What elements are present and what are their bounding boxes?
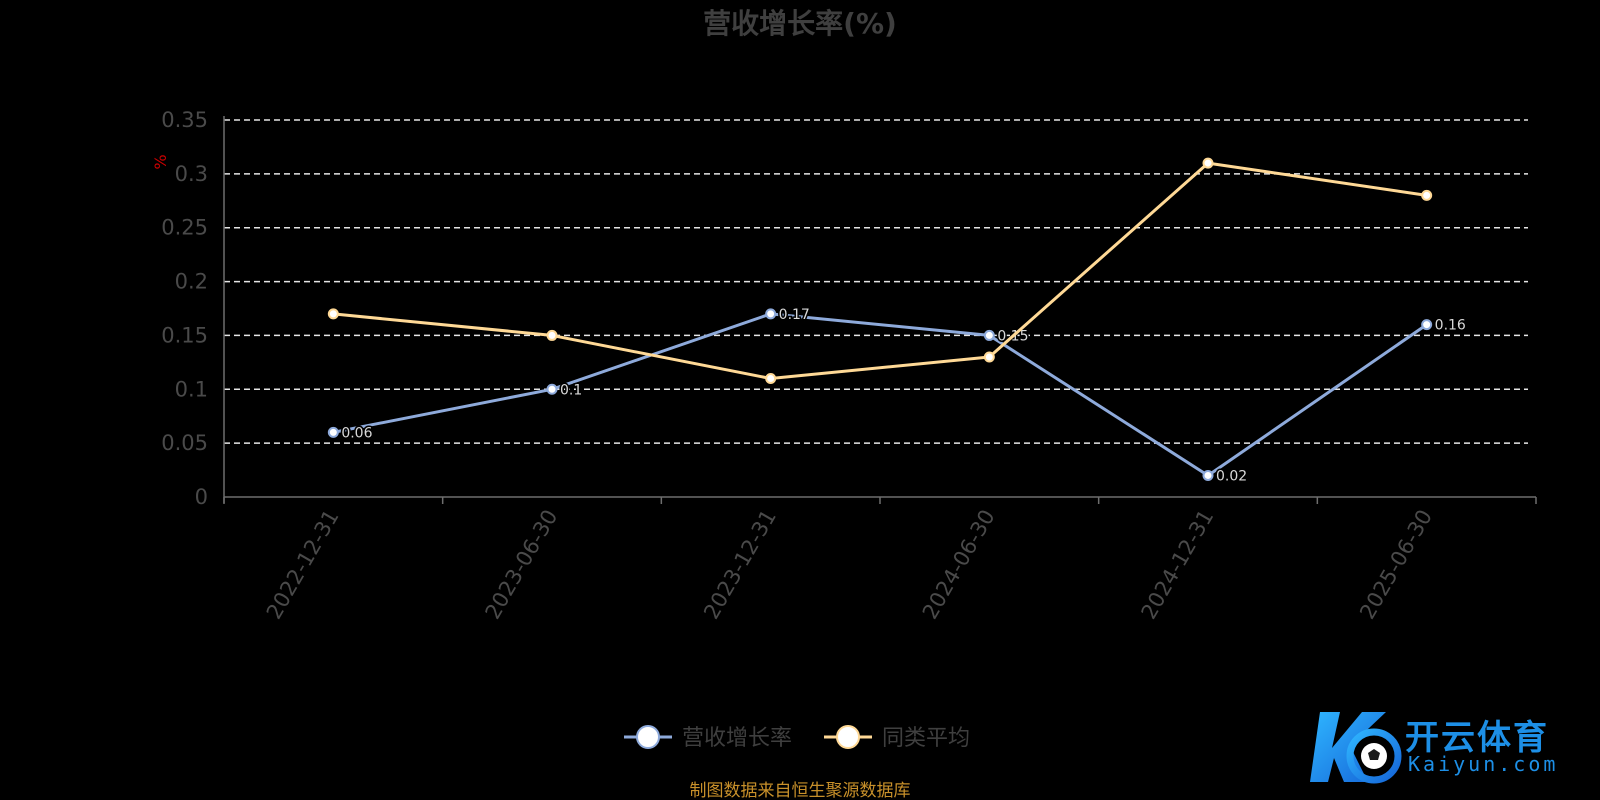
- x-tick-label: 2023-06-30: [481, 506, 563, 624]
- series-line-1: [333, 312, 1428, 477]
- data-point[interactable]: [546, 383, 558, 395]
- chart-title: 营收增长率(%): [703, 7, 897, 40]
- series-layer: 0.060.10.170.150.020.16: [327, 157, 1467, 486]
- legend-marker: [636, 725, 660, 749]
- data-point[interactable]: [983, 329, 995, 341]
- data-point[interactable]: [1202, 157, 1214, 169]
- x-tick-label: 2022-12-31: [262, 506, 344, 624]
- data-point[interactable]: [327, 426, 339, 438]
- data-point[interactable]: [1202, 469, 1214, 481]
- y-tick-label: 0.1: [175, 377, 208, 401]
- data-point[interactable]: [765, 373, 777, 385]
- axes: 0 0.05 0.1 0.15 0.2 0.25 0.3 0.35 2022-12-31 2023…: [161, 108, 1537, 624]
- y-tick-label: 0.25: [161, 216, 208, 240]
- legend-label: 同类平均: [882, 726, 970, 751]
- data-source-note: 制图数据来自恒生聚源数据库: [690, 781, 911, 800]
- data-label: 0.02: [1216, 468, 1247, 484]
- kaiyun-logo-icon: [1310, 712, 1402, 784]
- data-point[interactable]: [1421, 319, 1433, 331]
- watermark-domain: Kaiyun.com: [1408, 752, 1559, 776]
- data-label: 0.17: [779, 307, 810, 323]
- x-tick-label: 2025-06-30: [1355, 506, 1437, 624]
- x-tick-label: 2024-06-30: [918, 506, 1000, 624]
- data-point[interactable]: [765, 308, 777, 320]
- data-label: 0.1: [560, 382, 582, 398]
- data-label: 0.06: [341, 425, 372, 441]
- legend-marker: [836, 725, 860, 749]
- y-tick-label: 0.05: [161, 431, 208, 455]
- data-point[interactable]: [1421, 189, 1433, 201]
- series-line-2: [333, 161, 1427, 381]
- gridlines: [224, 119, 1528, 444]
- y-tick-label: 0.2: [175, 270, 208, 294]
- legend[interactable]: 营收增长率 同类平均: [624, 725, 970, 751]
- data-point[interactable]: [546, 329, 558, 341]
- kaiyun-watermark: 开云体育 Kaiyun.com: [1310, 700, 1590, 790]
- legend-item-1[interactable]: 营收增长率: [624, 725, 792, 751]
- legend-item-2[interactable]: 同类平均: [824, 725, 970, 751]
- y-tick-label: 0.3: [175, 162, 208, 186]
- y-tick-label: 0.15: [161, 323, 208, 347]
- x-tick-label: 2023-12-31: [699, 506, 781, 624]
- y-tick-label: 0.35: [161, 108, 208, 132]
- data-label: 0.16: [1435, 318, 1466, 334]
- y-axis-unit-label: %: [151, 154, 170, 169]
- data-point[interactable]: [327, 308, 339, 320]
- data-point[interactable]: [983, 351, 995, 363]
- watermark-brand: 开云体育: [1405, 718, 1549, 758]
- legend-label: 营收增长率: [682, 726, 792, 751]
- y-tick-label: 0: [195, 485, 208, 509]
- x-tick-label: 2024-12-31: [1137, 506, 1219, 624]
